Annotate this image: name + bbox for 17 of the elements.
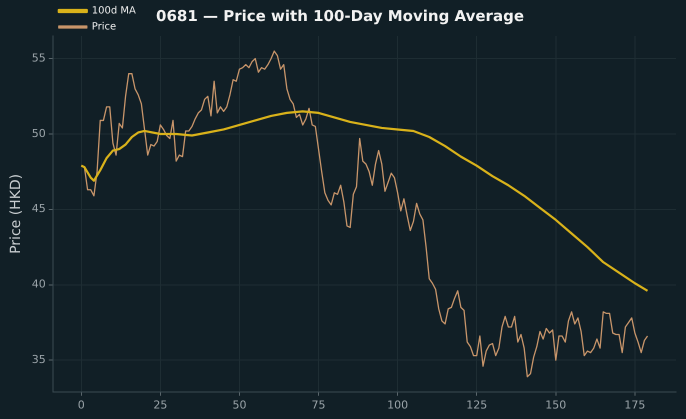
x-tick-label: 100 — [387, 398, 408, 412]
y-tick-label: 50 — [32, 126, 46, 140]
y-tick-label: 55 — [32, 51, 46, 64]
legend-label: 100d MA — [92, 6, 136, 17]
y-tick-label: 35 — [32, 353, 46, 366]
y-tick-label: 45 — [32, 202, 46, 216]
x-tick-label: 0 — [78, 398, 85, 412]
x-tick-label: 25 — [153, 398, 168, 412]
y-axis-title: Price (HKD) — [8, 174, 24, 254]
x-tick-label: 50 — [232, 398, 246, 412]
x-tick-label: 175 — [624, 398, 646, 412]
legend-label: Price — [92, 22, 116, 33]
x-tick-label: 75 — [312, 398, 326, 412]
chart-title: 0681 — Price with 100-Day Moving Average — [156, 6, 524, 25]
x-tick-label: 150 — [545, 398, 566, 412]
x-tick-label: 125 — [466, 398, 488, 412]
y-tick-label: 40 — [32, 278, 46, 291]
